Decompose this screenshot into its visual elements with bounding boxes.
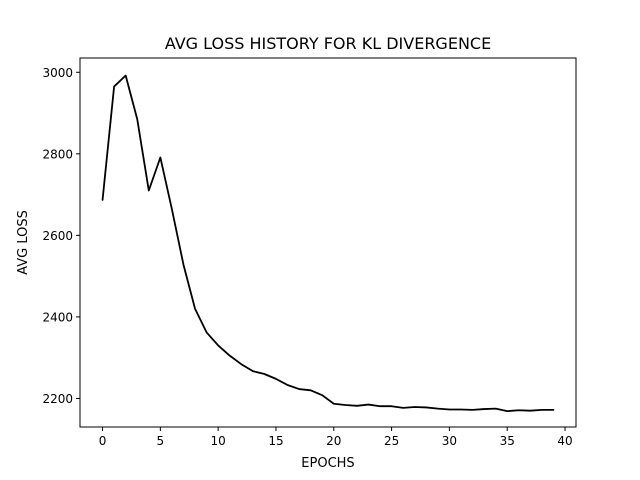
y-tick-label: 2800 xyxy=(42,147,73,161)
plot-lines xyxy=(101,74,555,413)
x-tick-label: 20 xyxy=(326,434,341,448)
y-tick-label: 2600 xyxy=(42,229,73,243)
x-tick-label: 10 xyxy=(211,434,226,448)
loss-series-line xyxy=(101,74,555,413)
x-tick-label: 25 xyxy=(384,434,399,448)
x-tick-label: 40 xyxy=(557,434,572,448)
y-tick-label: 2400 xyxy=(42,310,73,324)
x-tick-label: 30 xyxy=(442,434,457,448)
x-tick-label: 15 xyxy=(268,434,283,448)
x-tick-label: 35 xyxy=(500,434,515,448)
y-axis-label: AVG LOSS xyxy=(16,210,31,275)
axis-ticks: 0 5 10 15 20 25 30 35 40 2200 2400 2600 2800 3000 xyxy=(42,66,572,448)
x-tick-label: 5 xyxy=(157,434,165,448)
x-axis-label: EPOCHS xyxy=(301,456,354,471)
x-tick-label: 0 xyxy=(99,434,107,448)
plot-frame xyxy=(79,57,577,428)
y-tick-label: 3000 xyxy=(42,66,73,80)
y-tick-label: 2200 xyxy=(42,392,73,406)
chart-title: AVG LOSS HISTORY FOR KL DIVERGENCE xyxy=(165,34,491,53)
